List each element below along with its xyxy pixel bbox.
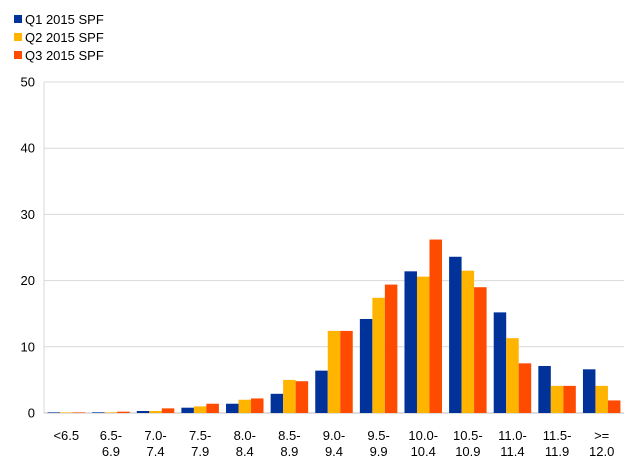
legend-label: Q3 2015 SPF (25, 47, 104, 63)
y-tick-label: 40 (21, 141, 35, 156)
bar (181, 407, 194, 413)
x-tick-label: 10.5- (453, 428, 483, 443)
legend-label: Q1 2015 SPF (25, 11, 104, 27)
bar (92, 412, 105, 413)
bar (149, 411, 162, 413)
bar (538, 365, 551, 413)
legend-item: Q2 2015 SPF (14, 28, 104, 46)
bar (104, 412, 118, 413)
x-tick-label: 10.0- (408, 428, 438, 443)
x-tick-label: 8.0- (234, 428, 256, 443)
bar (226, 403, 239, 413)
bar (563, 385, 576, 413)
bar (359, 318, 373, 413)
x-tick-label: 6.5- (100, 428, 122, 443)
x-tick-label: 7.0- (144, 428, 166, 443)
bar (315, 370, 328, 413)
bar (340, 330, 353, 413)
bar (161, 408, 175, 413)
x-tick-label: >= (594, 428, 609, 443)
bar (238, 399, 252, 413)
x-tick-label: 7.9 (191, 444, 209, 459)
x-tick-label: 10.9 (455, 444, 480, 459)
bar (506, 338, 519, 413)
bar (372, 297, 385, 413)
bar (518, 363, 532, 413)
x-tick-label: 9.0- (323, 428, 345, 443)
bar (404, 271, 417, 413)
bar (270, 393, 284, 413)
bar (582, 369, 596, 413)
bar (550, 385, 564, 413)
y-tick-label: 30 (21, 207, 35, 222)
bar (283, 379, 296, 413)
bar (327, 330, 341, 413)
legend-swatch (14, 51, 22, 59)
y-tick-label: 10 (21, 339, 35, 354)
legend-item: Q3 2015 SPF (14, 46, 104, 64)
x-tick-label: 10.4 (411, 444, 436, 459)
x-tick-label: 12.0 (589, 444, 614, 459)
x-tick-label: 9.4 (325, 444, 343, 459)
bar (607, 400, 621, 413)
x-tick-label: 11.9 (545, 444, 569, 459)
x-tick-label: 9.5- (367, 428, 389, 443)
bar (206, 403, 219, 413)
bar (429, 239, 442, 413)
y-tick-label: 50 (21, 75, 35, 90)
bar (136, 411, 150, 413)
x-tick-label: 11.0- (498, 428, 527, 443)
bar (117, 411, 130, 413)
x-tick-label: <6.5 (53, 428, 79, 443)
bar (449, 256, 462, 413)
bar (493, 312, 507, 413)
bar (595, 385, 608, 413)
x-tick-label: 6.9 (102, 444, 120, 459)
bar (384, 284, 398, 413)
bar (60, 412, 73, 413)
legend: Q1 2015 SPF Q2 2015 SPF Q3 2015 SPF (14, 10, 104, 64)
legend-swatch (14, 15, 22, 23)
bar (193, 406, 207, 413)
bar (251, 398, 264, 413)
legend-item: Q1 2015 SPF (14, 10, 104, 28)
x-tick-label: 11.4 (500, 444, 524, 459)
y-tick-label: 0 (28, 406, 35, 421)
bar (47, 412, 61, 413)
x-tick-label: 8.4 (236, 444, 254, 459)
legend-label: Q2 2015 SPF (25, 29, 104, 45)
x-tick-label: 7.5- (189, 428, 211, 443)
bar (72, 412, 86, 413)
x-tick-label: 11.5- (543, 428, 572, 443)
bar (295, 381, 309, 413)
legend-swatch (14, 33, 22, 41)
bar (461, 270, 475, 413)
x-tick-label: 7.4 (146, 444, 164, 459)
x-tick-label: 9.9 (370, 444, 388, 459)
x-tick-label: 8.5- (278, 428, 300, 443)
bar (416, 276, 430, 413)
x-tick-label: 8.9 (280, 444, 298, 459)
y-tick-label: 20 (21, 273, 35, 288)
bar (474, 287, 487, 413)
